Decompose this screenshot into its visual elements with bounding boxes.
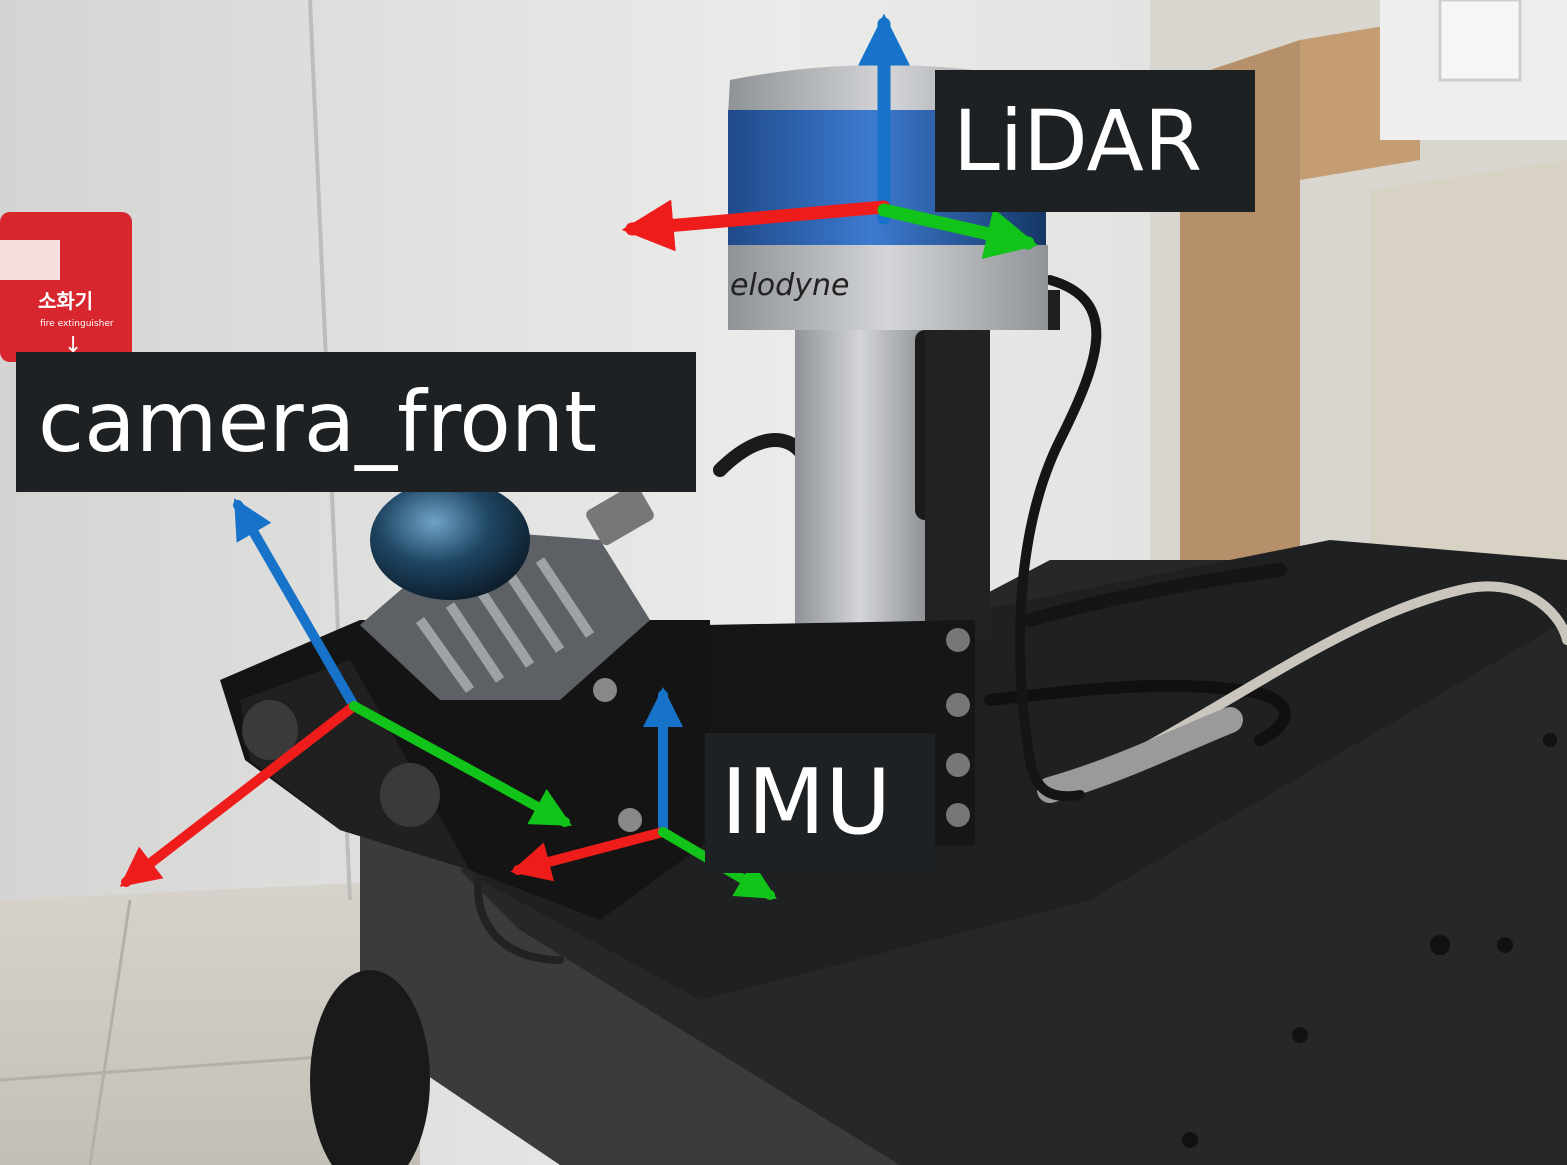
lidar-axes: [621, 13, 1039, 260]
fire-extinguisher-sign: 소화기 fire extinguisher ↓: [0, 212, 132, 362]
camera-x-axis: [119, 701, 359, 887]
svg-text:↓: ↓: [64, 333, 82, 358]
lidar-brand-text: elodyne: [730, 268, 849, 303]
camera-z-axis: [233, 498, 359, 711]
imu-label: IMU: [705, 733, 935, 873]
lidar-x-axis: [621, 199, 891, 252]
camera-front-label: camera_front: [16, 352, 696, 492]
sign-korean-text: 소화기: [38, 289, 93, 313]
camera-y-axis: [349, 701, 573, 827]
imu-x-axis: [510, 827, 668, 882]
camera-axes: [119, 498, 573, 887]
lidar-y-axis: [877, 203, 1039, 260]
lidar-label: LiDAR: [935, 70, 1255, 212]
camera-front-dome: [360, 480, 654, 700]
sign-english-text: fire extinguisher: [40, 319, 114, 329]
